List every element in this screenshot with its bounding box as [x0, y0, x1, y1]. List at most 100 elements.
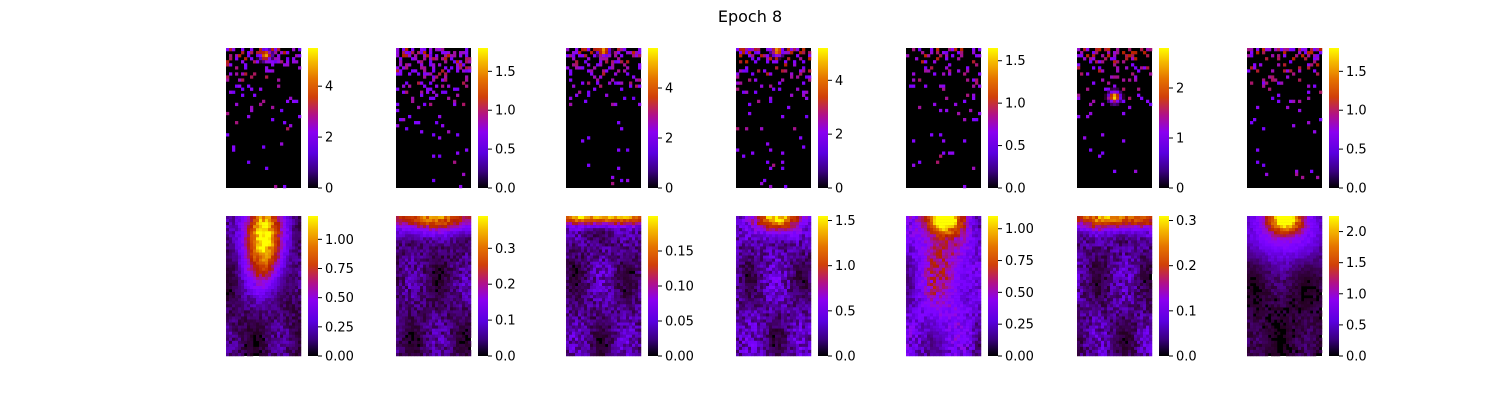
heatmap-cell — [1116, 60, 1120, 64]
heatmap-cell — [271, 276, 275, 281]
heatmap-cell — [268, 343, 272, 348]
heatmap-cell — [226, 225, 230, 229]
heatmap-cell — [757, 264, 761, 268]
heatmap-cell — [468, 319, 472, 323]
heatmap-cell — [1289, 60, 1293, 64]
heatmap-cell — [259, 237, 263, 241]
colorbar — [1329, 48, 1339, 188]
heatmap-cell — [256, 249, 260, 253]
heatmap-cell — [566, 307, 570, 311]
heatmap-cell — [447, 234, 451, 238]
heatmap-cell — [632, 343, 636, 348]
heatmap-cell — [277, 240, 281, 244]
heatmap-cell — [420, 328, 424, 332]
heatmap-cell — [271, 352, 275, 357]
heatmap-cell — [736, 255, 740, 259]
heatmap-cell — [742, 154, 746, 158]
heatmap-cell — [241, 292, 245, 296]
heatmap-cell — [614, 255, 618, 259]
heatmap-cell — [277, 343, 281, 348]
heatmap-cell — [766, 255, 770, 259]
heatmap-cell — [250, 279, 254, 284]
heatmap-cell — [444, 304, 448, 308]
heatmap-cell — [259, 313, 263, 317]
heatmap-cell — [569, 234, 573, 238]
heatmap-cell — [289, 219, 293, 223]
heatmap-cell — [295, 270, 299, 275]
heatmap-cell — [408, 325, 412, 329]
heatmap-cell — [268, 304, 272, 308]
heatmap-cell — [444, 343, 448, 348]
heatmap-cell — [769, 222, 773, 226]
heatmap-cell — [578, 273, 582, 278]
heatmap-cell — [250, 295, 254, 299]
heatmap-cell — [605, 225, 609, 229]
heatmap-cell — [232, 334, 236, 338]
heatmap-cell — [626, 298, 630, 302]
heatmap-cell — [569, 340, 573, 345]
heatmap-cell — [247, 270, 251, 275]
heatmap-cell — [578, 267, 582, 272]
heatmap-cell — [295, 237, 299, 241]
heatmap-cell — [262, 346, 266, 351]
heatmap-cell — [238, 267, 242, 272]
heatmap-cell — [1307, 121, 1311, 125]
heatmap-cell — [769, 57, 773, 61]
heatmap-cell — [426, 225, 430, 229]
heatmap-cell — [605, 322, 609, 326]
heatmap-cell — [596, 255, 600, 259]
heatmap-cell — [268, 267, 272, 272]
heatmap-cell — [620, 289, 624, 293]
heatmap-cell — [268, 252, 272, 256]
heatmap-cell — [265, 276, 269, 281]
heatmap-cell — [459, 270, 463, 275]
heatmap-cell — [605, 48, 609, 52]
heatmap-cell — [590, 337, 594, 342]
heatmap-cell — [611, 216, 615, 220]
heatmap-cell — [277, 279, 281, 284]
heatmap-cell — [286, 216, 290, 220]
heatmap-cell — [599, 313, 603, 317]
colorbar — [648, 48, 658, 188]
heatmap-cell — [432, 231, 436, 235]
heatmap-cell — [259, 231, 263, 235]
heatmap-cell — [793, 237, 797, 241]
heatmap-cell — [456, 222, 460, 226]
heatmap-cell — [784, 279, 788, 284]
heatmap-cell — [626, 279, 630, 284]
heatmap-cell — [232, 316, 236, 320]
heatmap-cell — [226, 264, 230, 268]
heatmap-cell — [799, 246, 803, 250]
heatmap-cell — [250, 51, 254, 55]
heatmap-cell — [414, 264, 418, 268]
heatmap-cell — [575, 352, 579, 357]
colorbar-tick-label: 1.00 — [325, 233, 354, 248]
heatmap-cell — [927, 54, 931, 58]
heatmap-cell — [426, 313, 430, 317]
heatmap-cell — [244, 331, 248, 335]
heatmap-cell — [611, 60, 615, 64]
heatmap-cell — [739, 264, 743, 268]
heatmap-cell — [435, 340, 439, 345]
heatmap-cell — [423, 225, 427, 229]
heatmap-cell — [289, 255, 293, 259]
heatmap-cell — [587, 231, 591, 235]
heatmap-cell — [575, 298, 579, 302]
heatmap-cell — [1298, 99, 1302, 104]
heatmap-cell — [575, 322, 579, 326]
heatmap-cell — [286, 273, 290, 278]
heatmap-cell — [611, 264, 615, 268]
heatmap-cell — [298, 261, 302, 265]
heatmap-cell — [259, 319, 263, 323]
heatmap-cell — [629, 298, 633, 302]
heatmap-cell — [569, 54, 573, 58]
heatmap-cell — [268, 237, 272, 241]
heatmap-cell — [226, 279, 230, 284]
heatmap-cell — [453, 252, 457, 256]
heatmap-cell — [978, 84, 982, 88]
heatmap-cell — [408, 316, 412, 320]
heatmap-cell — [581, 219, 585, 223]
heatmap-cell — [1295, 172, 1299, 177]
heatmap-cell — [274, 301, 278, 305]
heatmap-cell — [620, 231, 624, 235]
